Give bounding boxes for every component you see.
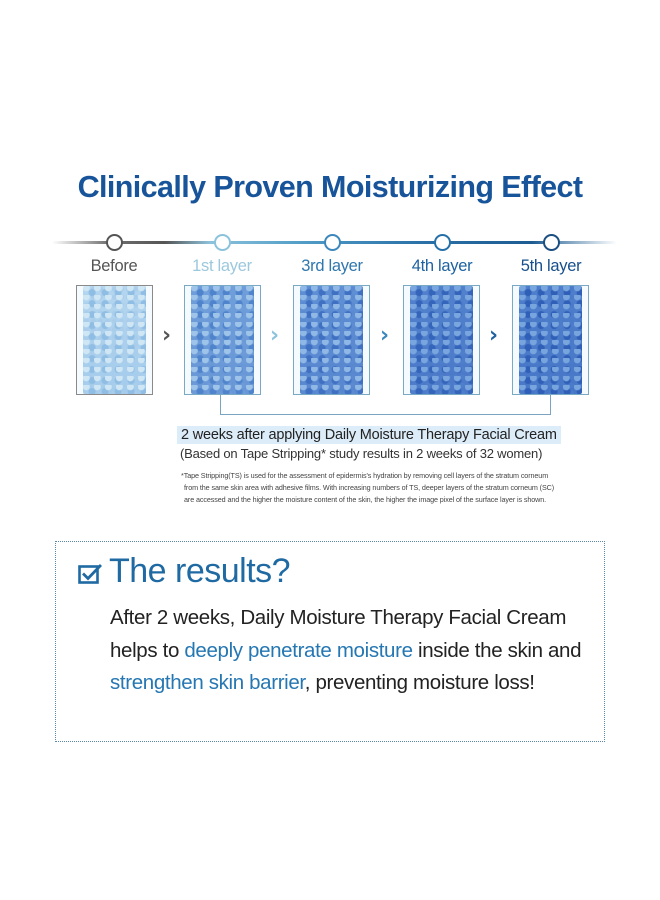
timeline-label: 5th layer [520, 257, 582, 275]
results-title: The results? [109, 552, 291, 590]
results-highlight: deeply penetrate moisture [184, 638, 413, 662]
timeline-label: 3rd layer [301, 257, 363, 275]
timeline-label: 4th layer [411, 257, 473, 275]
timeline-node-icon [324, 234, 341, 251]
study-footnote: *Tape Stripping(TS) is used for the asse… [181, 470, 611, 506]
chevron-right-icon: › [162, 323, 172, 348]
results-body: After 2 weeks, Daily Moisture Therapy Fa… [110, 602, 605, 700]
skin-texture [519, 286, 582, 394]
footnote-line: *Tape Stripping(TS) is used for the asse… [181, 471, 549, 480]
footnote-line: from the same skin area with adhesive fi… [184, 483, 555, 492]
skin-sample-before [76, 285, 153, 395]
chevron-right-icon: › [270, 323, 280, 348]
timeline-labels: Before 1st layer 3rd layer 4th layer 5th lay… [0, 257, 660, 281]
skin-texture [410, 286, 473, 394]
results-highlight: strengthen skin barrier [110, 671, 305, 694]
skin-sample-1st-layer [184, 285, 261, 395]
footnote-line: are accessed and the higher the moisture… [184, 495, 547, 504]
study-subline: (Based on Tape Stripping* study results … [180, 446, 543, 461]
comparison-bracket [220, 395, 551, 415]
skin-texture [83, 286, 146, 394]
results-text: , preventing moisture loss! [304, 671, 535, 694]
checkbox-checked-icon [78, 564, 102, 584]
skin-sample-3rd-layer [293, 285, 370, 395]
skin-texture [300, 286, 363, 394]
study-headline: 2 weeks after applying Daily Moisture Th… [177, 426, 561, 444]
skin-texture [191, 286, 254, 394]
timeline-label: 1st layer [192, 257, 252, 275]
layer-timeline [52, 232, 617, 252]
results-text: inside the skin and [412, 638, 582, 662]
chevron-right-icon: › [489, 323, 499, 348]
results-box [55, 541, 605, 742]
page-title: Clinically Proven Moisturizing Effect [77, 170, 583, 204]
results-text: After 2 weeks, Daily Moisture Therapy Fa… [110, 606, 567, 662]
timeline-node-icon [434, 234, 451, 251]
skin-sample-5th-layer [512, 285, 589, 395]
timeline-node-icon [214, 234, 231, 251]
timeline-node-icon [106, 234, 123, 251]
timeline-node-icon [543, 234, 560, 251]
skin-sample-4th-layer [403, 285, 480, 395]
timeline-label: Before [90, 257, 138, 275]
chevron-right-icon: › [380, 323, 390, 348]
